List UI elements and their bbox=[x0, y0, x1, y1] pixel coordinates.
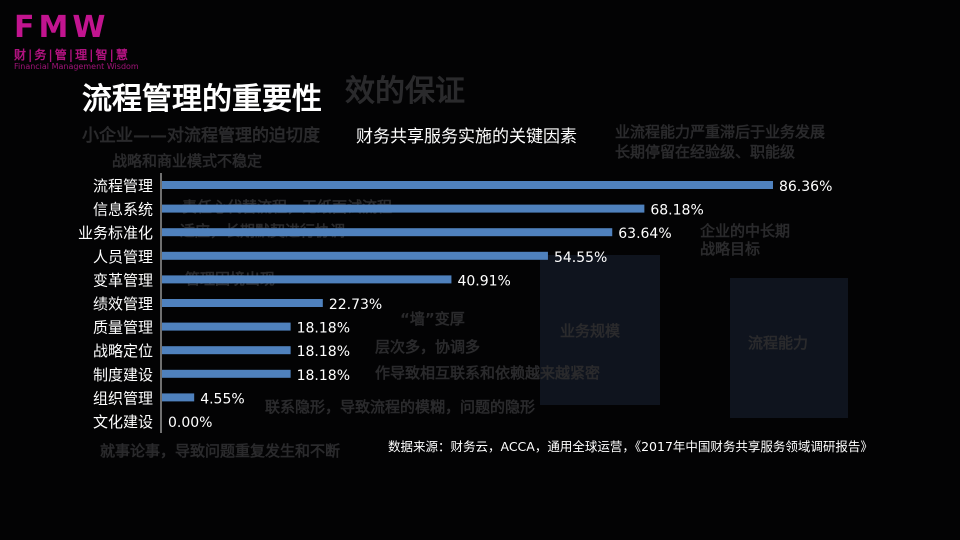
background-bullet: 就事论事，导致问题重复发生和不断 bbox=[100, 442, 341, 460]
category-label: 文化建设 bbox=[93, 413, 153, 431]
category-label: 人员管理 bbox=[93, 248, 153, 266]
category-label: 质量管理 bbox=[93, 319, 153, 337]
data-label: 4.55% bbox=[200, 391, 244, 407]
bar bbox=[162, 181, 773, 189]
bar bbox=[162, 228, 613, 237]
background-bullet: 战略和商业模式不稳定 bbox=[112, 152, 263, 170]
category-label: 信息系统 bbox=[93, 201, 153, 219]
category-label: 流程管理 bbox=[93, 177, 153, 195]
background-bullet: 联系隐形，导致流程的模糊，问题的隐形 bbox=[265, 398, 536, 416]
data-label: 22.73% bbox=[329, 297, 382, 313]
background-bullet: 作导致相互联系和依赖越来越紧密 bbox=[375, 364, 601, 382]
data-label: 18.18% bbox=[297, 368, 350, 384]
data-label: 40.91% bbox=[457, 273, 510, 289]
background-house-right-label: 流程能力 bbox=[748, 334, 809, 352]
data-source: 数据来源：财务云，ACCA，通用全球运营，《2017年中国财务共享服务领域调研报… bbox=[388, 439, 873, 454]
data-label: 68.18% bbox=[650, 203, 703, 219]
bar bbox=[162, 251, 548, 260]
data-label: 63.64% bbox=[618, 226, 671, 242]
background-subtitle-right-1: 业流程能力严重滞后于业务发展 bbox=[615, 123, 826, 141]
background-subtitle-left: 小企业——对流程管理的迫切度 bbox=[82, 126, 320, 146]
background-bullet: 层次多，协调多 bbox=[375, 338, 481, 356]
bar bbox=[162, 299, 323, 307]
category-label: 绩效管理 bbox=[93, 295, 153, 313]
logo: FMW 财|务|管|理|智|慧 Financial Management Wis… bbox=[14, 10, 139, 72]
logo-cn: 财|务|管|理|智|慧 bbox=[14, 48, 130, 62]
category-label: 制度建设 bbox=[93, 366, 153, 384]
logo-en: Financial Management Wisdom bbox=[14, 62, 139, 71]
bar bbox=[162, 204, 645, 213]
background-subtitle-right-2: 长期停留在经验级、职能级 bbox=[615, 143, 796, 161]
background-bullet: “墙”变厚 bbox=[400, 310, 465, 328]
slide-title: 流程管理的重要性 bbox=[82, 82, 322, 117]
data-label: 86.36% bbox=[779, 179, 832, 195]
data-label: 0.00% bbox=[168, 415, 212, 431]
bar bbox=[162, 393, 195, 402]
background-house-right bbox=[730, 278, 848, 418]
logo-mark: FMW bbox=[14, 10, 110, 45]
chart-title: 财务共享服务实施的关键因素 bbox=[356, 127, 577, 147]
category-label: 变革管理 bbox=[93, 271, 153, 289]
category-label: 业务标准化 bbox=[78, 224, 153, 242]
category-label: 战略定位 bbox=[93, 342, 153, 360]
bar bbox=[162, 322, 291, 331]
background-title-suffix: 效的保证 bbox=[345, 74, 465, 109]
bar bbox=[162, 275, 452, 284]
background-house-left-label: 业务规模 bbox=[560, 322, 621, 340]
category-label: 组织管理 bbox=[93, 389, 153, 407]
data-label: 18.18% bbox=[297, 344, 350, 360]
background-house-top: 企业的中长期战略目标 bbox=[700, 222, 791, 258]
bar bbox=[162, 369, 291, 378]
data-label: 18.18% bbox=[297, 321, 350, 337]
data-label: 54.55% bbox=[554, 250, 607, 266]
bar bbox=[162, 346, 291, 355]
background-house-left bbox=[540, 255, 660, 405]
